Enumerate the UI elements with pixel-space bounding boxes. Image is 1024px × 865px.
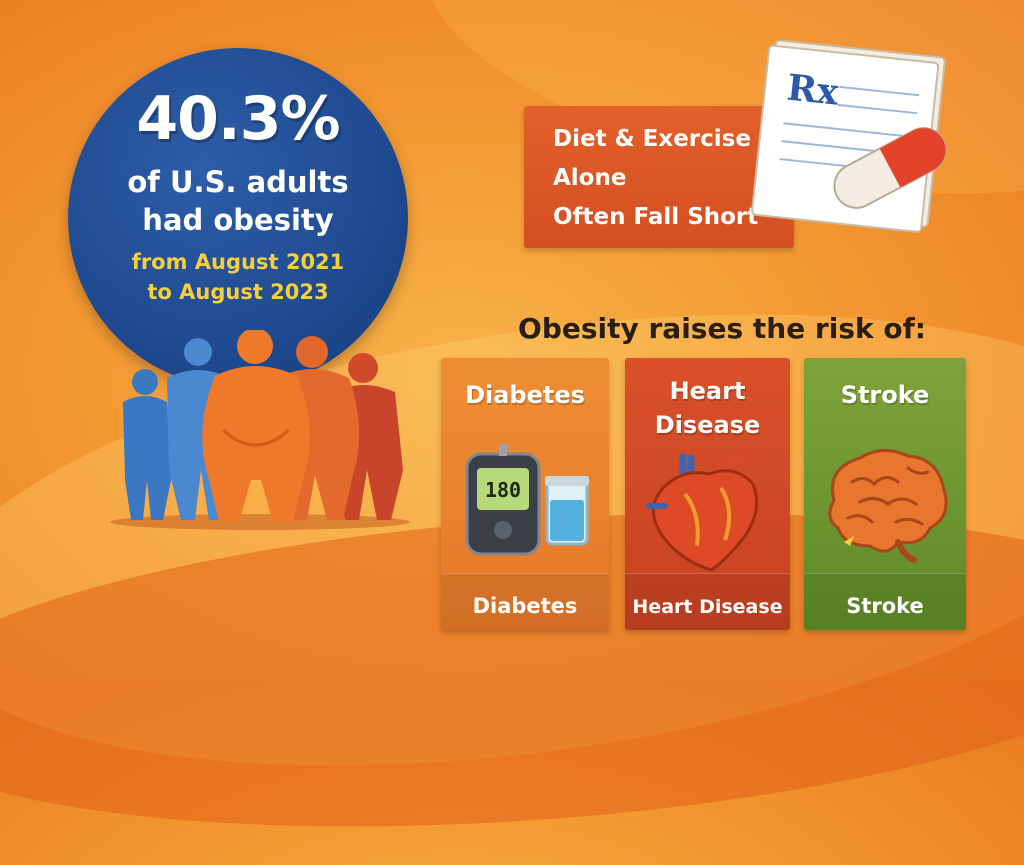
diet-exercise-panel <box>524 106 794 248</box>
heart-disease-card: Heart Disease Heart Disease <box>625 358 790 630</box>
diabetes-card: Diabetes 180 Diabetes <box>441 358 609 630</box>
rx-symbol: Rx <box>785 67 841 114</box>
glucose-meter-icon: 180 <box>465 444 589 556</box>
card-footer-label: Stroke <box>846 594 924 618</box>
obesity-percent: 40.3% <box>136 84 340 154</box>
risk-heading: Obesity raises the risk of: <box>518 312 926 345</box>
card-title: Heart Disease <box>654 377 761 439</box>
stroke-card: Stroke Stroke <box>804 358 966 630</box>
card-footer-label: Heart Disease <box>632 596 783 618</box>
people-group-icon <box>110 330 410 530</box>
stat-line-2: had obesity <box>142 203 334 237</box>
diet-line-2: Alone <box>553 165 627 191</box>
heart-icon <box>646 454 759 572</box>
brain-icon <box>828 449 948 563</box>
date-range-end: to August 2023 <box>147 280 329 304</box>
card-footer: Stroke <box>804 573 966 630</box>
card-title: Stroke <box>840 381 930 409</box>
date-range-start: from August 2021 <box>131 250 345 274</box>
card-footer: Heart Disease <box>625 573 790 630</box>
diet-line-1: Diet & Exercise <box>553 126 751 152</box>
stat-circle <box>68 48 408 388</box>
stat-line-1: of U.S. adults <box>127 165 349 199</box>
card-footer-label: Diabetes <box>472 594 578 618</box>
card-footer: Diabetes <box>441 573 609 630</box>
card-title: Diabetes <box>465 381 585 409</box>
diet-line-3: Often Fall Short <box>553 204 759 230</box>
prescription-pill-icon: Rx <box>751 40 947 233</box>
meter-reading: 180 <box>485 478 521 502</box>
